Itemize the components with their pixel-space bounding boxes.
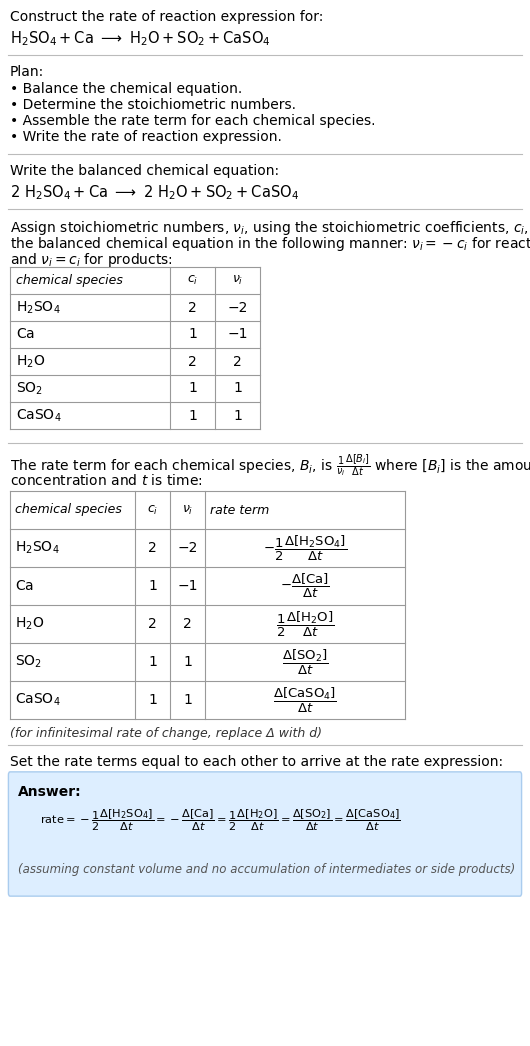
Text: $\mathrm{SO_2}$: $\mathrm{SO_2}$	[15, 654, 42, 670]
Text: 1: 1	[148, 579, 157, 593]
Text: $-\dfrac{1}{2}\dfrac{\Delta[\mathrm{H_2SO_4}]}{\Delta t}$: $-\dfrac{1}{2}\dfrac{\Delta[\mathrm{H_2S…	[263, 533, 347, 563]
Text: −1: −1	[177, 579, 198, 593]
Text: rate term: rate term	[210, 503, 269, 517]
Text: Set the rate terms equal to each other to arrive at the rate expression:: Set the rate terms equal to each other t…	[10, 755, 503, 769]
Text: $\nu_i$: $\nu_i$	[232, 274, 243, 287]
Text: Assign stoichiometric numbers, $\nu_i$, using the stoichiometric coefficients, $: Assign stoichiometric numbers, $\nu_i$, …	[10, 219, 530, 237]
Text: Construct the rate of reaction expression for:: Construct the rate of reaction expressio…	[10, 10, 323, 24]
Text: Plan:: Plan:	[10, 65, 44, 79]
Text: 2: 2	[188, 355, 197, 368]
Text: $\mathrm{rate} = -\dfrac{1}{2}\dfrac{\Delta[\mathrm{H_2SO_4}]}{\Delta t}= -\dfra: $\mathrm{rate} = -\dfrac{1}{2}\dfrac{\De…	[40, 808, 401, 833]
Text: The rate term for each chemical species, $B_i$, is $\frac{1}{\nu_i}\frac{\Delta[: The rate term for each chemical species,…	[10, 453, 530, 479]
Text: 1: 1	[188, 382, 197, 395]
Text: Answer:: Answer:	[18, 784, 82, 799]
FancyBboxPatch shape	[8, 772, 522, 896]
Text: $\mathrm{H_2SO_4 + Ca\ \longrightarrow\ H_2O + SO_2 + CaSO_4}$: $\mathrm{H_2SO_4 + Ca\ \longrightarrow\ …	[10, 29, 271, 48]
Text: $\mathrm{Ca}$: $\mathrm{Ca}$	[16, 327, 35, 341]
Text: $\dfrac{\Delta[\mathrm{CaSO_4}]}{\Delta t}$: $\dfrac{\Delta[\mathrm{CaSO_4}]}{\Delta …	[273, 685, 337, 714]
Text: 1: 1	[183, 655, 192, 669]
Text: chemical species: chemical species	[16, 274, 123, 287]
Text: $\mathrm{CaSO_4}$: $\mathrm{CaSO_4}$	[15, 691, 60, 708]
Text: 1: 1	[148, 655, 157, 669]
Text: 1: 1	[188, 409, 197, 423]
Text: 2: 2	[188, 300, 197, 315]
Text: (assuming constant volume and no accumulation of intermediates or side products): (assuming constant volume and no accumul…	[18, 863, 515, 876]
Text: −1: −1	[227, 327, 248, 341]
Text: $\dfrac{1}{2}\dfrac{\Delta[\mathrm{H_2O}]}{\Delta t}$: $\dfrac{1}{2}\dfrac{\Delta[\mathrm{H_2O}…	[276, 610, 334, 639]
Text: chemical species: chemical species	[15, 503, 122, 517]
Text: Write the balanced chemical equation:: Write the balanced chemical equation:	[10, 164, 279, 178]
Text: (for infinitesimal rate of change, replace Δ with d): (for infinitesimal rate of change, repla…	[10, 727, 322, 740]
Text: $\nu_i$: $\nu_i$	[182, 503, 193, 517]
Text: $\mathrm{H_2SO_4}$: $\mathrm{H_2SO_4}$	[16, 299, 60, 316]
Text: and $\nu_i = c_i$ for products:: and $\nu_i = c_i$ for products:	[10, 251, 173, 269]
Text: 2: 2	[233, 355, 242, 368]
Text: $\mathrm{H_2SO_4}$: $\mathrm{H_2SO_4}$	[15, 540, 59, 556]
Text: $-\dfrac{\Delta[\mathrm{Ca}]}{\Delta t}$: $-\dfrac{\Delta[\mathrm{Ca}]}{\Delta t}$	[280, 572, 330, 600]
Text: 1: 1	[183, 693, 192, 707]
Text: $\mathrm{H_2O}$: $\mathrm{H_2O}$	[15, 616, 45, 632]
Text: • Determine the stoichiometric numbers.: • Determine the stoichiometric numbers.	[10, 98, 296, 112]
Text: 2: 2	[148, 617, 157, 631]
Text: −2: −2	[178, 541, 198, 555]
Text: −2: −2	[227, 300, 248, 315]
Text: 1: 1	[148, 693, 157, 707]
Text: $\mathrm{CaSO_4}$: $\mathrm{CaSO_4}$	[16, 407, 61, 424]
Text: $\mathrm{SO_2}$: $\mathrm{SO_2}$	[16, 381, 43, 396]
Text: $\mathrm{2\ H_2SO_4 + Ca\ \longrightarrow\ 2\ H_2O + SO_2 + CaSO_4}$: $\mathrm{2\ H_2SO_4 + Ca\ \longrightarro…	[10, 183, 299, 202]
Text: concentration and $t$ is time:: concentration and $t$ is time:	[10, 473, 202, 488]
Text: • Balance the chemical equation.: • Balance the chemical equation.	[10, 82, 242, 96]
Text: 2: 2	[148, 541, 157, 555]
Text: 1: 1	[233, 382, 242, 395]
Text: the balanced chemical equation in the following manner: $\nu_i = -c_i$ for react: the balanced chemical equation in the fo…	[10, 235, 530, 253]
Text: • Write the rate of reaction expression.: • Write the rate of reaction expression.	[10, 130, 282, 144]
Text: • Assemble the rate term for each chemical species.: • Assemble the rate term for each chemic…	[10, 114, 375, 128]
Text: 2: 2	[183, 617, 192, 631]
Text: $c_i$: $c_i$	[187, 274, 198, 287]
Text: 1: 1	[188, 327, 197, 341]
Text: $\mathrm{H_2O}$: $\mathrm{H_2O}$	[16, 354, 45, 369]
Text: $\dfrac{\Delta[\mathrm{SO_2}]}{\Delta t}$: $\dfrac{\Delta[\mathrm{SO_2}]}{\Delta t}…	[281, 647, 328, 677]
Text: 1: 1	[233, 409, 242, 423]
Text: $c_i$: $c_i$	[147, 503, 158, 517]
Text: $\mathrm{Ca}$: $\mathrm{Ca}$	[15, 579, 34, 593]
